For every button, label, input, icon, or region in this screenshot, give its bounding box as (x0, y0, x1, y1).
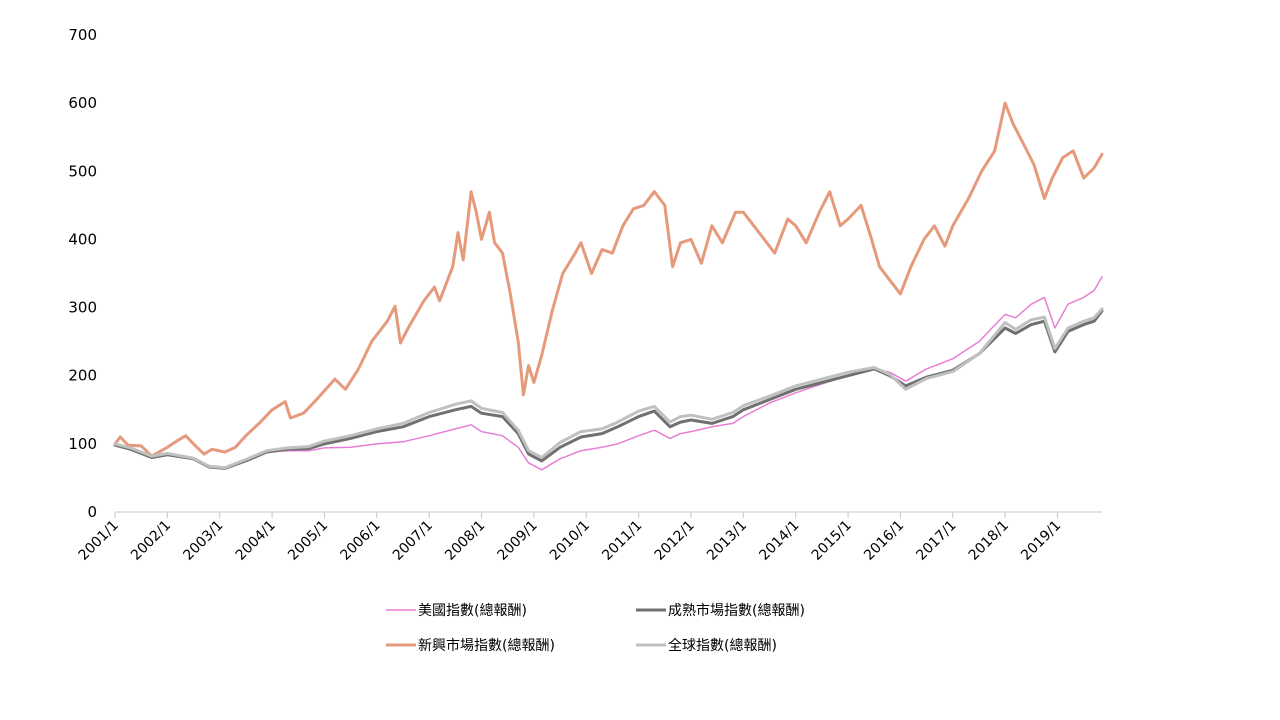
x-axis: 2001/1 2002/1 2003/1 2004/1 2005/1 2006/1 2007… (76, 511, 1102, 564)
y-tick-label: 700 (68, 26, 97, 44)
y-tick-label: 0 (87, 503, 97, 521)
y-tick-label: 200 (68, 367, 97, 385)
x-tick-label: 2016/1 (861, 518, 907, 564)
series-line (113, 101, 1104, 458)
x-tick-label: 2011/1 (599, 518, 645, 564)
x-tick-label: 2015/1 (809, 518, 855, 564)
x-tick-label: 2010/1 (547, 518, 593, 564)
legend-label: 成熟市場指數(總報酬) (668, 602, 805, 619)
series-line (113, 309, 1104, 470)
y-tick-label: 100 (68, 435, 97, 453)
x-tick-label: 2018/1 (966, 518, 1012, 564)
x-tick-label: 2001/1 (76, 518, 122, 564)
x-tick-label: 2019/1 (1018, 518, 1064, 564)
legend-label: 新興市場指數(總報酬) (418, 637, 555, 654)
x-tick-label: 2014/1 (756, 518, 802, 564)
legend: 美國指數(總報酬) 成熟市場指數(總報酬) 新興市場指數(總報酬) 全球指數(總報酬) (386, 602, 805, 654)
y-axis: 0 100 200 300 400 500 600 700 (68, 26, 97, 521)
y-tick-label: 500 (68, 162, 97, 180)
x-tick-label: 2017/1 (913, 518, 959, 564)
y-tick-label: 300 (68, 299, 97, 317)
x-tick-label: 2004/1 (233, 518, 279, 564)
y-tick-label: 400 (68, 230, 97, 248)
legend-label: 美國指數(總報酬) (418, 602, 527, 619)
x-tick-label: 2006/1 (337, 518, 383, 564)
x-tick-label: 2013/1 (704, 518, 750, 564)
x-tick-label: 2012/1 (652, 518, 698, 564)
x-tick-label: 2002/1 (128, 518, 174, 564)
x-tick-label: 2008/1 (442, 518, 488, 564)
y-tick-label: 600 (68, 94, 97, 112)
plot-area (113, 101, 1104, 471)
x-tick-label: 2005/1 (285, 518, 331, 564)
series-line (113, 307, 1104, 470)
x-tick-label: 2003/1 (180, 518, 226, 564)
x-tick-label: 2007/1 (390, 518, 436, 564)
legend-label: 全球指數(總報酬) (668, 637, 777, 654)
series-line (114, 276, 1103, 471)
x-tick-label: 2009/1 (495, 518, 541, 564)
